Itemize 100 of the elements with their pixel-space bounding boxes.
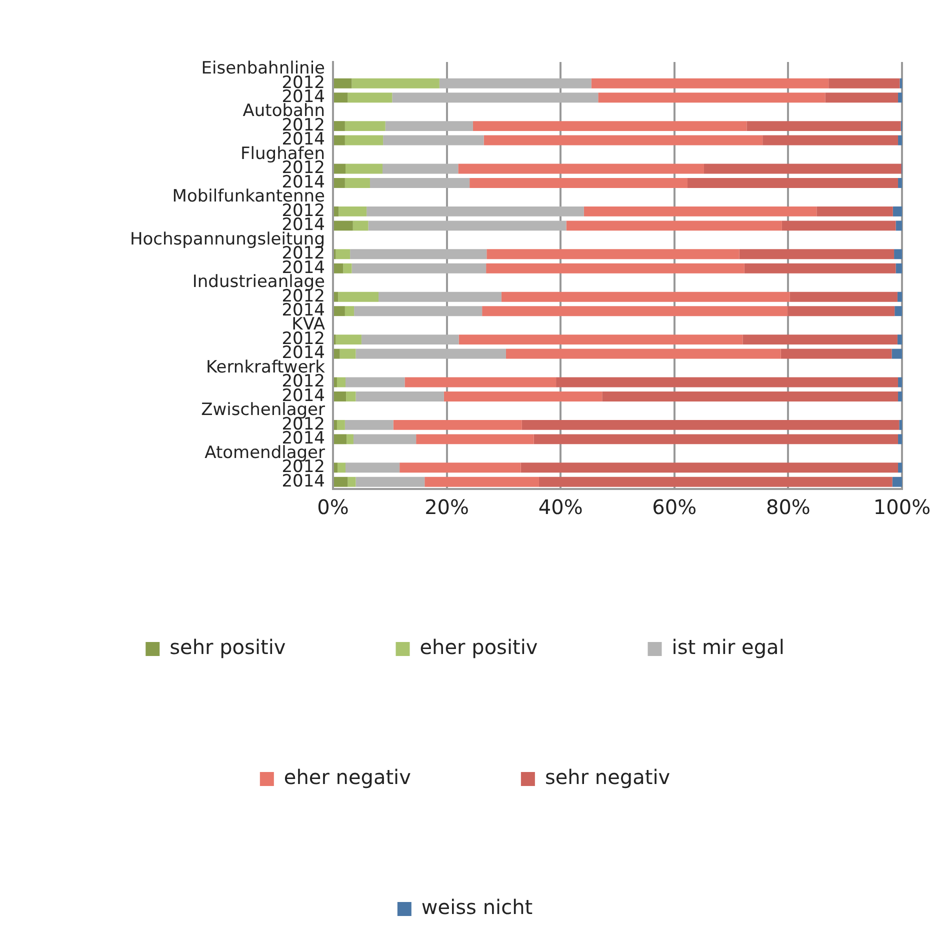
bar	[892, 476, 902, 487]
bar	[346, 377, 405, 388]
bar	[392, 92, 598, 103]
bar	[338, 292, 379, 302]
bar	[338, 206, 367, 216]
bar	[368, 220, 566, 231]
x-tick-label: 40%	[538, 495, 583, 520]
bar	[704, 164, 902, 174]
bar	[393, 420, 522, 430]
bar	[334, 263, 344, 274]
bar	[344, 135, 384, 146]
bar	[336, 249, 350, 260]
bar	[385, 121, 473, 132]
bar	[344, 306, 354, 316]
bar	[353, 434, 416, 444]
bar	[439, 78, 592, 88]
bar	[897, 334, 902, 345]
x-tick-label: 80%	[766, 495, 810, 520]
bar	[788, 306, 895, 316]
bar	[780, 348, 892, 359]
bar	[334, 164, 346, 174]
bar	[602, 392, 898, 402]
bar	[356, 476, 425, 487]
bar	[361, 334, 459, 345]
bar	[424, 476, 539, 487]
y-tick-label: Hochspannungsleitung	[130, 229, 325, 250]
bar	[334, 434, 347, 444]
bar	[486, 249, 740, 260]
bar	[334, 78, 352, 88]
bar	[739, 249, 894, 260]
bar	[344, 420, 394, 430]
bar	[566, 220, 782, 231]
bar	[338, 462, 346, 473]
bar	[366, 206, 584, 216]
bar	[892, 206, 902, 216]
bar	[501, 292, 790, 302]
bar	[744, 263, 896, 274]
bar	[336, 420, 345, 430]
bar	[486, 263, 744, 274]
bar	[898, 392, 902, 402]
bar	[334, 377, 337, 388]
bar	[828, 78, 900, 88]
bar	[334, 121, 345, 132]
bar	[898, 434, 902, 444]
bar	[472, 121, 747, 132]
bar	[352, 263, 486, 274]
bar	[352, 220, 368, 231]
legend-label: eher negativ	[284, 765, 412, 790]
bar	[896, 220, 902, 231]
bar	[350, 249, 487, 260]
y-tick-label: Flughafen	[240, 144, 325, 164]
legend-label: weiss nicht	[421, 895, 533, 920]
bar	[348, 92, 392, 103]
bar	[482, 306, 788, 316]
bar	[762, 135, 898, 146]
bar	[334, 135, 345, 146]
bar	[898, 462, 902, 473]
legend-label: eher positiv	[420, 635, 538, 660]
bar	[334, 220, 353, 231]
bar	[334, 206, 339, 216]
x-tick-label: 60%	[652, 495, 697, 520]
bar	[894, 306, 902, 316]
bar	[340, 348, 356, 359]
bar	[894, 249, 902, 260]
bar	[484, 135, 763, 146]
bar	[470, 178, 688, 188]
legend-label: sehr positiv	[170, 635, 286, 660]
bar	[334, 392, 346, 402]
bar	[344, 178, 370, 188]
bar	[898, 377, 902, 388]
bar	[378, 292, 502, 302]
bar	[416, 434, 534, 444]
bar	[898, 135, 902, 146]
bar	[336, 377, 346, 388]
bar	[522, 420, 900, 430]
bar	[348, 476, 356, 487]
bar	[334, 92, 348, 103]
bar	[458, 164, 704, 174]
bar	[352, 78, 440, 88]
bar	[346, 392, 356, 402]
x-tick-label: 20%	[424, 495, 470, 520]
bar	[336, 334, 362, 345]
bar	[898, 92, 902, 103]
bar	[346, 164, 383, 174]
bar	[444, 392, 602, 402]
bar	[334, 292, 338, 302]
bar	[790, 292, 898, 302]
x-tick-label: 0%	[317, 495, 349, 520]
bar	[334, 348, 340, 359]
bar	[334, 462, 338, 473]
bar	[598, 92, 826, 103]
bar	[354, 306, 482, 316]
bar	[825, 92, 898, 103]
bar	[898, 178, 902, 188]
y-tick-label: Atomendlager	[204, 442, 325, 463]
bar	[746, 121, 901, 132]
bar	[892, 348, 902, 359]
bar	[334, 476, 348, 487]
bar	[343, 263, 352, 274]
bar	[370, 178, 470, 188]
